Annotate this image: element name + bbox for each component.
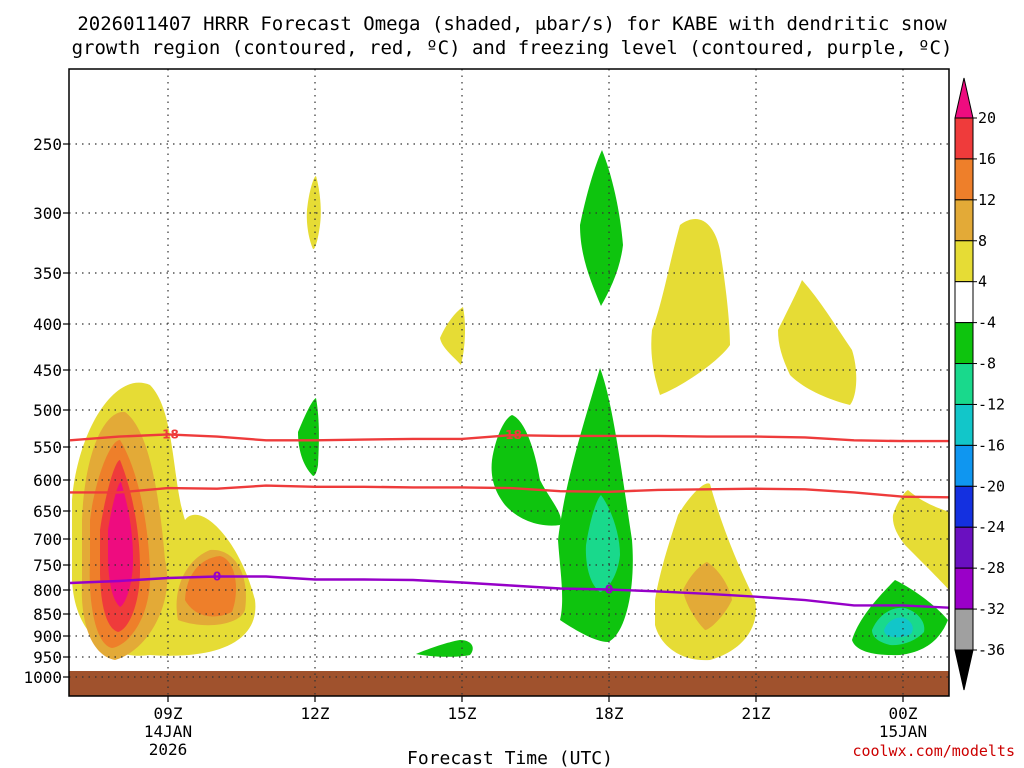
contour-label-dgz-top-0: -18: [157, 427, 179, 441]
colorbar: 20 16 12 8 4 -4 -8 -12 -16 -20 -24 -28 -32 -36: [954, 77, 1005, 691]
plot-area: -18 -18 0 0: [69, 69, 949, 696]
colorbar-top-arrow: [954, 77, 974, 119]
contour-label-freezing-level-0: 0: [213, 570, 221, 584]
x-tick-label-09Z: 09Z: [154, 704, 183, 723]
x-tick-label-21Z: 21Z: [742, 704, 771, 723]
colorbar-label-8: 8: [978, 232, 987, 250]
colorbar-swatch-6: [954, 363, 974, 405]
x-axis-title: Forecast Time (UTC): [407, 748, 613, 768]
y-tick-label-800: 800: [33, 581, 62, 600]
colorbar-label-4: 4: [978, 273, 987, 291]
colorbar-swatch-8: [954, 444, 974, 487]
colorbar-label--12: -12: [978, 395, 1005, 413]
colorbar-label--4: -4: [978, 314, 996, 332]
colorbar-label--36: -36: [978, 641, 1005, 659]
y-tick-label-500: 500: [33, 401, 62, 420]
contour-lines: -18 -18 0 0: [69, 427, 949, 609]
omega-cell-12z-upper: [306, 176, 321, 250]
y-tick-label-900: 900: [33, 627, 62, 646]
colorbar-swatch-7: [954, 403, 974, 446]
y-tick-label-350: 350: [33, 264, 62, 283]
colorbar-swatch-2: [954, 199, 974, 242]
colorbar-swatch-10: [954, 526, 974, 569]
colorbar-swatch-12: [954, 608, 974, 651]
y-tick-label-400: 400: [33, 315, 62, 334]
time-gridlines: [167, 69, 904, 696]
y-axis-ticks: 250 300 350 400 450 500 550 600 650 700 750 800 850 9…: [23, 135, 69, 687]
omega-pos-20z-lower-8: [683, 562, 732, 630]
contour-dgz-bottom: [70, 484, 949, 499]
colorbar-label--32: -32: [978, 600, 1005, 618]
colorbar-swatch-9: [954, 485, 974, 528]
terrain-strip: [69, 671, 949, 696]
x-tick-year-09Z: 2026: [149, 740, 188, 759]
y-tick-label-850: 850: [33, 605, 62, 624]
y-tick-label-750: 750: [33, 556, 62, 575]
x-tick-label-18Z: 18Z: [595, 704, 624, 723]
colorbar-swatch-5: [954, 322, 974, 365]
x-tick-date-09Z: 14JAN: [144, 722, 192, 741]
omega-left-core-20: [108, 482, 133, 607]
contour-label-dgz-top-1: -18: [500, 428, 522, 442]
colorbar-swatch-3: [954, 240, 974, 283]
omega-neg-18z-upper: [580, 150, 623, 306]
plot-frame: [68, 68, 950, 697]
omega-pos-20z-upper: [651, 219, 730, 395]
y-tick-label-550: 550: [33, 438, 62, 457]
colorbar-label--8: -8: [978, 355, 996, 373]
chart-title-line-2: growth region (contoured, red, ºC) and f…: [72, 37, 953, 59]
y-tick-label-650: 650: [33, 502, 62, 521]
colorbar-swatch-1: [954, 158, 974, 201]
chart-title-line-1: 2026011407 HRRR Forecast Omega (shaded, …: [77, 13, 947, 35]
colorbar-label--28: -28: [978, 559, 1005, 577]
colorbar-bottom-arrow: [954, 649, 974, 691]
omega-warm-pocket-12: [185, 556, 236, 617]
y-tick-label-300: 300: [33, 204, 62, 223]
x-tick-label-12Z: 12Z: [301, 704, 330, 723]
colorbar-label-16: 16: [978, 150, 996, 168]
colorbar-label-20: 20: [978, 109, 996, 127]
x-tick-date-00Z: 15JAN: [879, 722, 927, 741]
colorbar-label--16: -16: [978, 436, 1005, 454]
contour-dgz-top: [69, 433, 949, 443]
y-tick-label-450: 450: [33, 361, 62, 380]
omega-neg-00z-12: [884, 617, 913, 638]
credit-text: coolwx.com/modelts: [852, 742, 1015, 760]
y-tick-label-950: 950: [33, 648, 62, 667]
x-tick-label-15Z: 15Z: [448, 704, 477, 723]
y-tick-label-1000: 1000: [23, 668, 62, 687]
colorbar-label-12: 12: [978, 191, 996, 209]
omega-shading: [72, 150, 949, 661]
omega-neg-15z-low: [416, 640, 473, 657]
y-tick-label-700: 700: [33, 530, 62, 549]
omega-neg-16z: [491, 415, 561, 526]
colorbar-swatch-11: [954, 567, 974, 610]
contour-freezing-level: [69, 575, 949, 609]
omega-neg-18z-core: [585, 495, 620, 592]
omega-cell-15z-upper: [440, 307, 466, 365]
colorbar-swatch-4: [954, 281, 974, 324]
colorbar-label--20: -20: [978, 477, 1005, 495]
colorbar-swatch-0: [954, 117, 974, 160]
omega-pos-21z-upper: [778, 280, 857, 405]
y-tick-label-250: 250: [33, 135, 62, 154]
omega-neg-12z: [298, 398, 319, 476]
colorbar-label--24: -24: [978, 518, 1005, 536]
x-tick-label-00Z: 00Z: [889, 704, 918, 723]
y-tick-label-600: 600: [33, 471, 62, 490]
contour-label-freezing-level-1: 0: [605, 583, 613, 597]
